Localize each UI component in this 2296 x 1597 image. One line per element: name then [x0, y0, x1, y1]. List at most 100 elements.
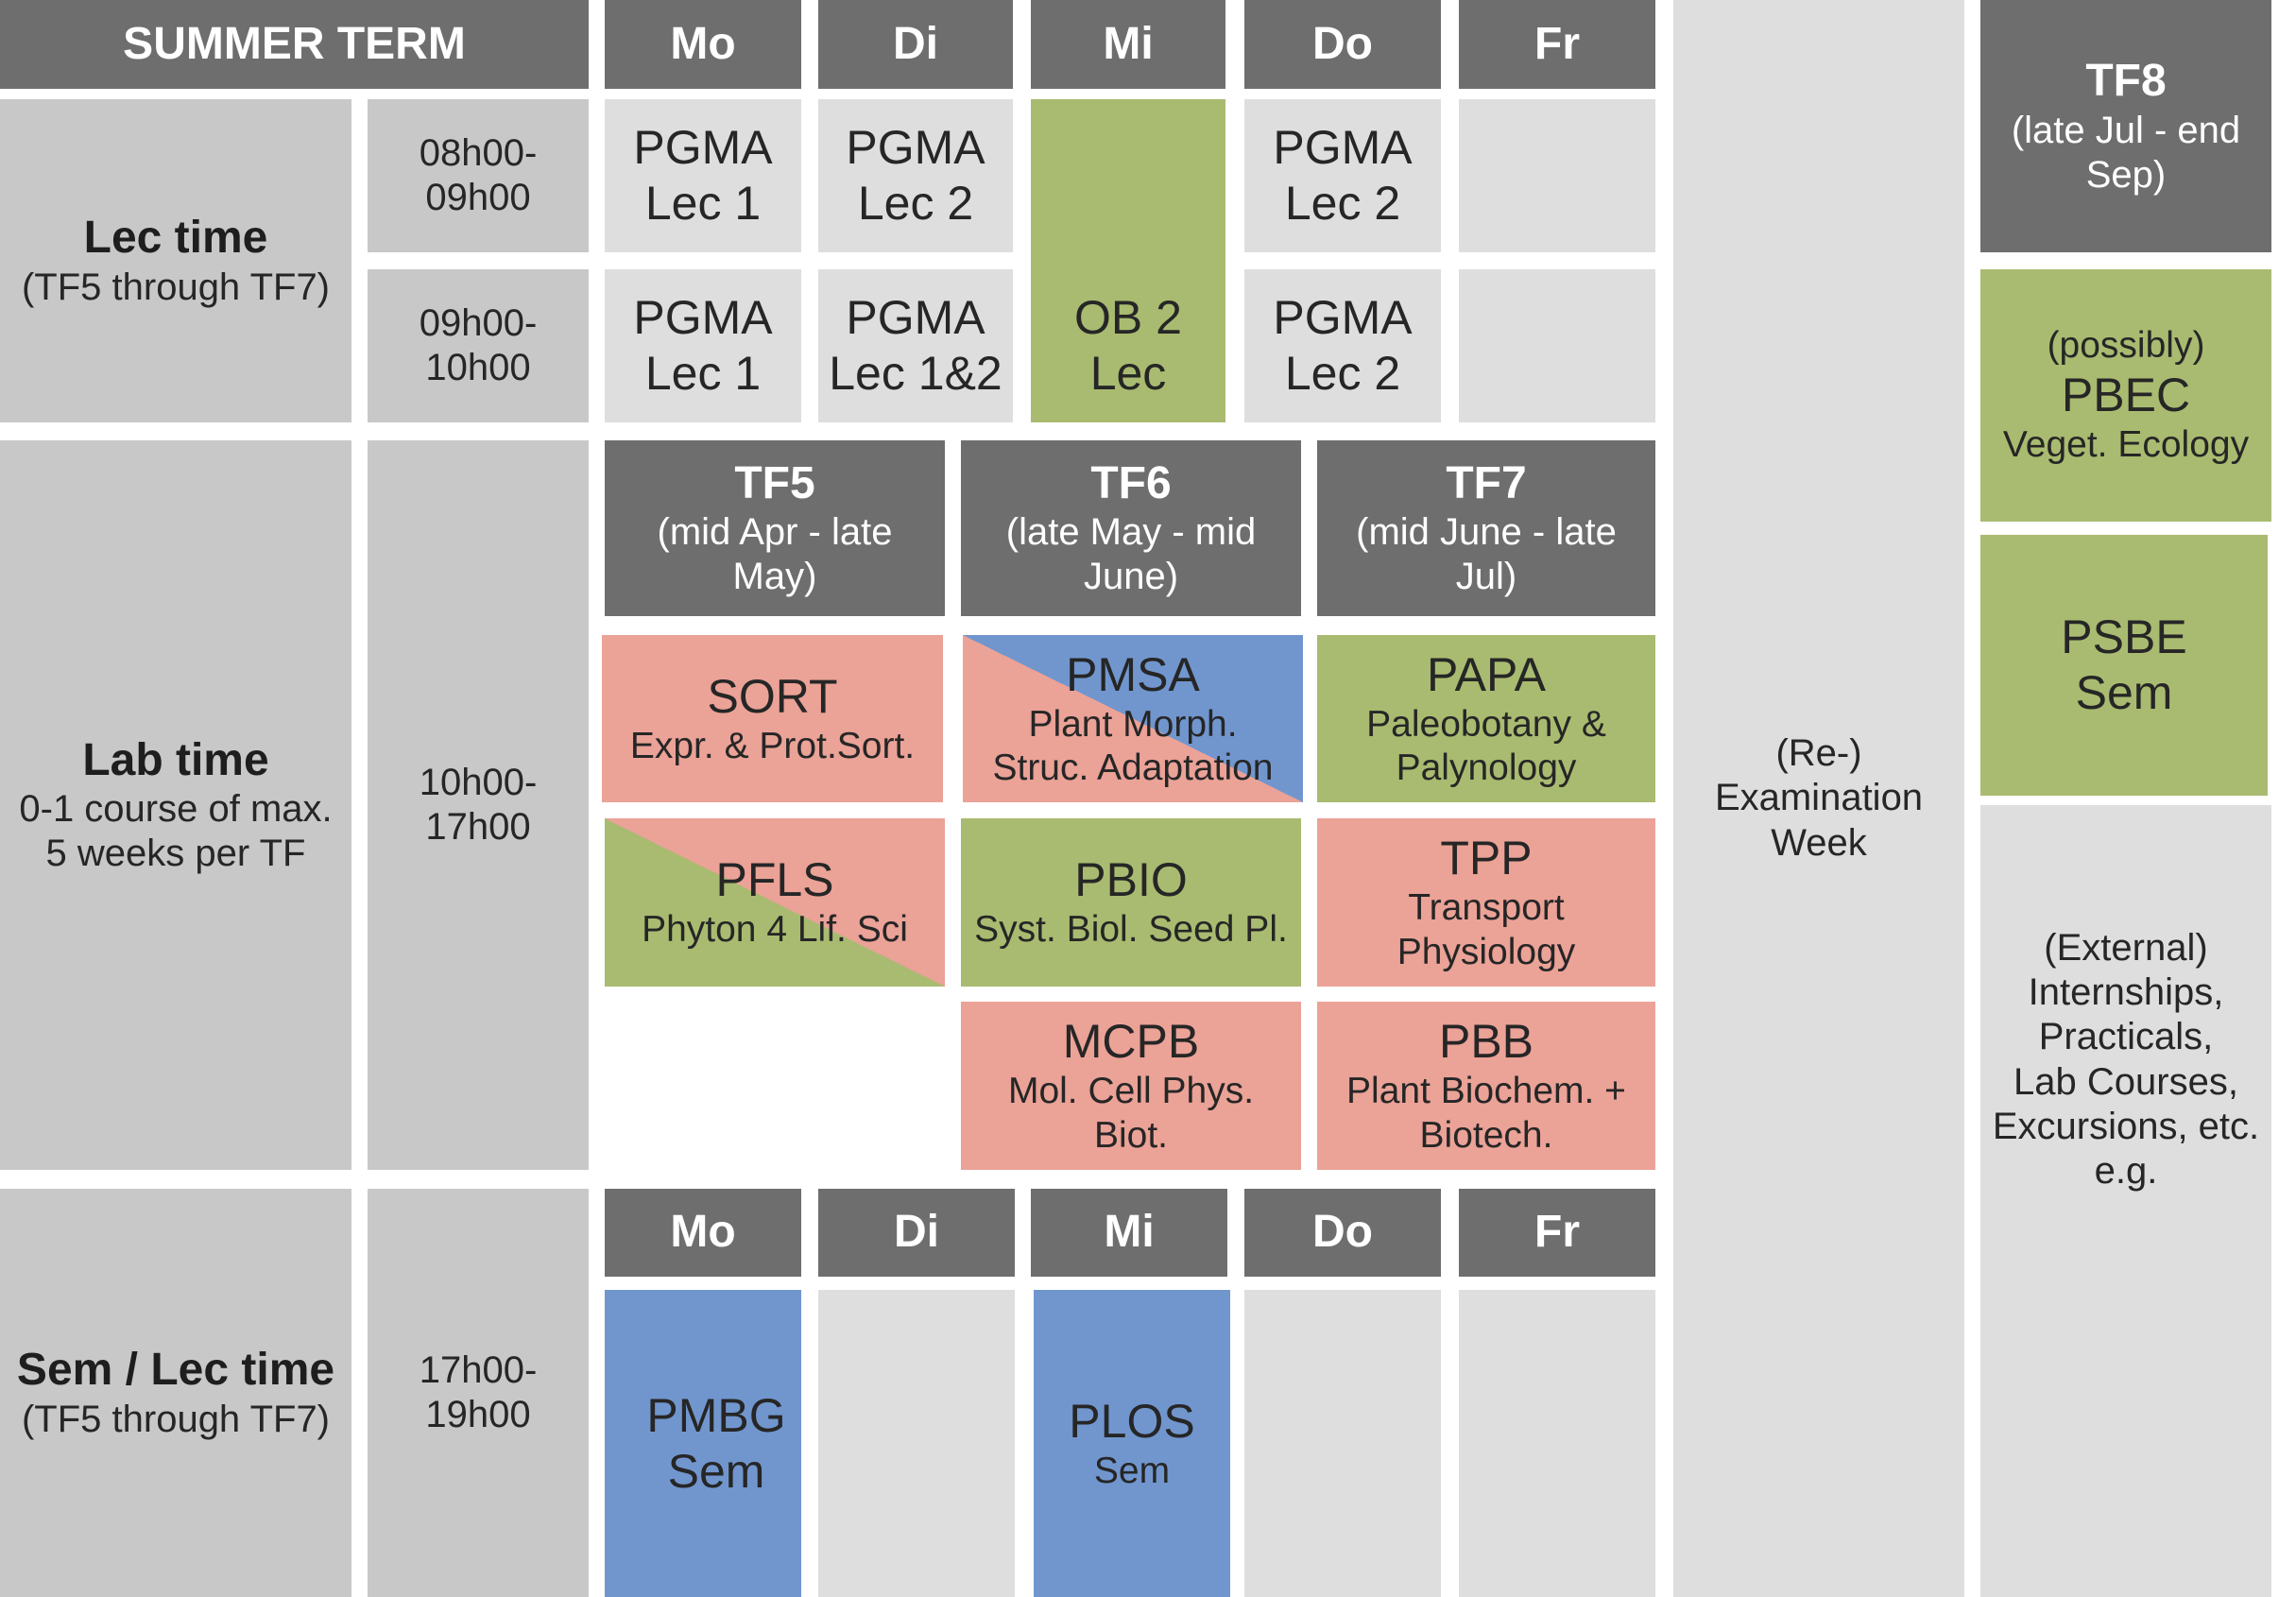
course-name: Mol. Cell Phys.: [1007, 1071, 1255, 1112]
course-mcpb: MCPB Mol. Cell Phys. Biot.: [961, 1002, 1301, 1170]
term-name: TF5: [734, 457, 815, 508]
lecture-label: Lec 1: [644, 177, 762, 230]
seminar-code: PLOS: [1069, 1394, 1195, 1448]
term-name: TF6: [1090, 457, 1172, 508]
course-name: Transport: [1408, 887, 1565, 929]
course-name: Biot.: [1093, 1114, 1169, 1156]
day-header-di: Di: [818, 0, 1013, 89]
course-name: Expr. & Prot.Sort.: [629, 725, 916, 766]
exam-week-column: (Re-) Examination Week: [1673, 0, 1964, 1597]
lecture-pgma-mo-1: PGMA Lec 1: [605, 99, 801, 252]
course-code: TPP: [1440, 832, 1533, 885]
external-activities: (External) Internships, Practicals, Lab …: [1980, 805, 2271, 1597]
course-code: PMSA: [1066, 647, 1200, 701]
row-label-lab-title: Lab time: [82, 734, 269, 785]
external-label: Excursions, etc.: [1992, 1105, 2260, 1147]
day-header-do: Do: [1244, 0, 1441, 89]
lecture-code: PGMA: [1273, 291, 1413, 344]
row-label-lec-time: Lec time (TF5 through TF7): [0, 99, 351, 422]
term-name: TF8: [2085, 56, 2167, 106]
row-label-lab-subtitle: 5 weeks per TF: [45, 833, 306, 875]
term-header-tf8: TF8 (late Jul - end Sep): [1980, 0, 2271, 252]
term-range: (mid June - late Jul): [1356, 511, 1617, 598]
course-pmsa: PMSA Plant Morph. Struc. Adaptation: [963, 635, 1303, 802]
lecture-label: Lec 2: [1284, 177, 1401, 230]
row-label-sem-subtitle: (TF5 through TF7): [21, 1398, 331, 1440]
row-label-lab-time: Lab time 0-1 course of max. 5 weeks per …: [0, 440, 351, 1170]
lecture-pgma-mo-2: PGMA Lec 1: [605, 269, 801, 422]
course-name: Plant Morph.: [1028, 703, 1238, 745]
course-name: Physiology: [1396, 931, 1576, 972]
lecture-code: PGMA: [846, 291, 985, 344]
lecture-ob2-mi: OB 2 Lec: [1031, 99, 1225, 422]
lecture-label: Lec: [1089, 347, 1167, 400]
lecture-code: PGMA: [633, 291, 773, 344]
day-header-do-bottom: Do: [1244, 1189, 1441, 1277]
seminar-plos: PLOS Sem: [1034, 1290, 1230, 1597]
day-header-fr-bottom: Fr: [1459, 1189, 1655, 1277]
seminar-label: Sem: [667, 1444, 765, 1498]
term-name: TF7: [1446, 457, 1527, 508]
lecture-code: OB 2: [1074, 291, 1182, 344]
time-slot-10-17: 10h00- 17h00: [368, 440, 589, 1170]
course-code: PFLS: [715, 853, 834, 907]
seminar-label: Sem: [1093, 1450, 1171, 1491]
course-pbb: PBB Plant Biochem. + Biotech.: [1317, 1002, 1655, 1170]
course-tpp: TPP Transport Physiology: [1317, 818, 1655, 987]
row-label-sem-title: Sem / Lec time: [16, 1345, 335, 1396]
course-pbio: PBIO Syst. Biol. Seed Pl.: [961, 818, 1301, 987]
course-code: PBB: [1438, 1015, 1534, 1069]
course-pfls: PFLS Phyton 4 Lif. Sci: [605, 818, 945, 987]
seminar-code: PSBE: [2061, 610, 2187, 663]
exam-week-label: Examination: [1714, 777, 1924, 819]
course-note: (possibly): [2047, 324, 2205, 366]
day-header-mo-bottom: Mo: [605, 1189, 801, 1277]
day-header-mi: Mi: [1031, 0, 1225, 89]
day-header-di-bottom: Di: [818, 1189, 1015, 1277]
lecture-label: Lec 1&2: [829, 347, 1002, 400]
lecture-label: Lec 2: [1284, 347, 1401, 400]
empty-cell-fr-2: [1459, 269, 1655, 422]
external-label: Internships,: [2028, 971, 2224, 1014]
row-label-lec-title: Lec time: [83, 213, 268, 264]
course-name: Biotech.: [1419, 1114, 1553, 1156]
external-label: e.g.: [2094, 1149, 2158, 1192]
course-pbec: (possibly) PBEC Veget. Ecology: [1980, 269, 2271, 522]
term-header-tf5: TF5 (mid Apr - late May): [605, 440, 945, 616]
external-label: Lab Courses,: [2013, 1060, 2238, 1103]
page-title: SUMMER TERM: [0, 0, 589, 89]
lecture-pgma-di-1: PGMA Lec 2: [818, 99, 1013, 252]
time-slot-08-09: 08h00- 09h00: [368, 99, 589, 252]
course-name: Phyton 4 Lif. Sci: [642, 909, 908, 951]
exam-week-label: Week: [1771, 821, 1867, 864]
course-papa: PAPA Paleobotany & Palynology: [1317, 635, 1655, 802]
course-code: SORT: [707, 669, 838, 723]
term-header-tf6: TF6 (late May - mid June): [961, 440, 1301, 616]
time-from: 17h00-: [419, 1348, 538, 1391]
course-name: Palynology: [1396, 747, 1577, 788]
lecture-label: Lec 2: [857, 177, 974, 230]
course-name: Plant Biochem. +: [1346, 1071, 1626, 1112]
time-from: 10h00-: [419, 761, 538, 803]
course-code: PAPA: [1427, 647, 1546, 701]
external-label: Practicals,: [2038, 1016, 2214, 1058]
course-code: PBEC: [2061, 369, 2191, 421]
seminar-label: Sem: [2075, 666, 2173, 719]
course-name: Paleobotany &: [1366, 703, 1606, 745]
day-header-mi-bottom: Mi: [1031, 1189, 1227, 1277]
external-label: (External): [2044, 927, 2208, 969]
course-code: MCPB: [1062, 1015, 1200, 1069]
lecture-pgma-do-1: PGMA Lec 2: [1244, 99, 1441, 252]
term-range: (mid Apr - late May): [657, 511, 893, 598]
lecture-code: PGMA: [1273, 121, 1413, 174]
row-label-sem-lec-time: Sem / Lec time (TF5 through TF7): [0, 1189, 351, 1597]
seminar-psbe: PSBE Sem: [1980, 535, 2268, 796]
lecture-pgma-di-2: PGMA Lec 1&2: [818, 269, 1013, 422]
time-from: 09h00-: [419, 301, 538, 344]
lecture-pgma-do-2: PGMA Lec 2: [1244, 269, 1441, 422]
term-header-tf7: TF7 (mid June - late Jul): [1317, 440, 1655, 616]
time-to: 19h00: [425, 1394, 531, 1435]
course-code: PBIO: [1074, 853, 1188, 907]
exam-week-label: (Re-): [1775, 732, 1862, 775]
course-name: Struc. Adaptation: [992, 747, 1274, 788]
